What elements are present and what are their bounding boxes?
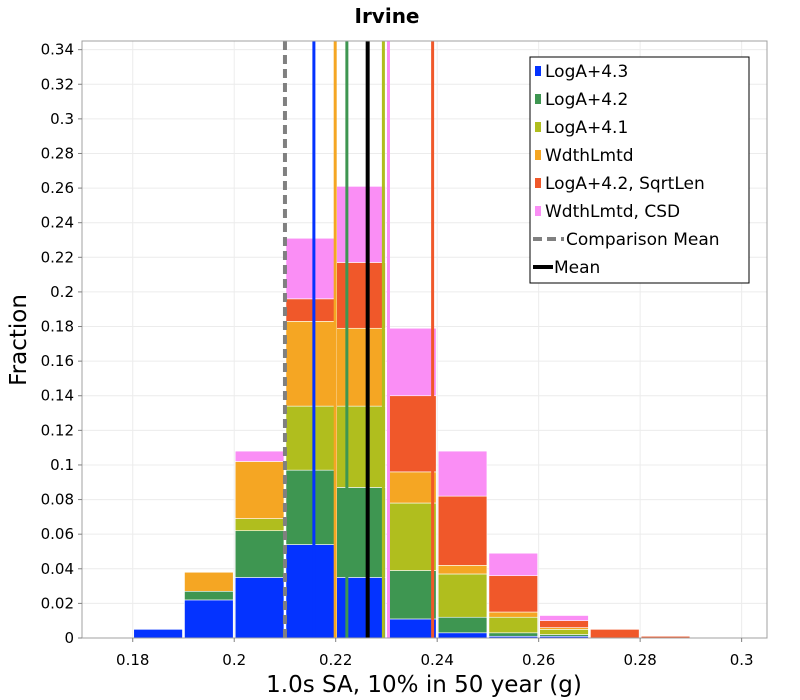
- y-tick-label: 0.3: [50, 110, 74, 128]
- y-axis: 0 0.02 0.04 0.06 0.08 0.1 0.12 0.14 0.16 0.18 0.2 0…: [41, 41, 82, 647]
- legend-swatch: [535, 94, 541, 104]
- y-tick-label: 0.24: [41, 214, 74, 232]
- bar-segment: [336, 186, 386, 263]
- bar-segment: [387, 327, 437, 397]
- legend-label: WdthLmtd: [545, 146, 634, 166]
- bar-segment: [234, 518, 285, 532]
- legend-swatch: [535, 206, 541, 216]
- bar-segment: [387, 570, 437, 620]
- y-tick-label: 0.32: [41, 75, 74, 93]
- y-tick-label: 0.04: [41, 560, 74, 578]
- bar-segment: [285, 405, 335, 471]
- bar-segment: [184, 571, 234, 592]
- bar-segment: [488, 632, 538, 637]
- x-tick-label: 0.26: [522, 651, 555, 669]
- legend-label: LogA+4.1: [545, 118, 628, 138]
- y-tick-label: 0.08: [41, 491, 74, 509]
- bar-segment: [437, 495, 488, 566]
- bar-segment: [336, 405, 386, 488]
- bar-segment: [387, 618, 437, 639]
- bar-segment: [336, 487, 386, 578]
- legend-label: LogA+4.2, SqrtLen: [545, 174, 705, 194]
- bar-segment: [234, 530, 285, 578]
- x-axis: 0.18 0.2 0.22 0.24 0.26 0.28 0.3: [116, 638, 754, 669]
- grid-layer: [82, 41, 767, 639]
- bar-segment: [437, 616, 488, 634]
- x-tick-label: 0.2: [222, 651, 246, 669]
- bar-segment: [539, 629, 589, 635]
- bar-segment: [285, 237, 335, 300]
- y-tick-label: 0.16: [41, 352, 74, 370]
- y-tick-label: 0.18: [41, 318, 74, 336]
- bar-segment: [387, 395, 437, 473]
- y-tick-label: 0.02: [41, 594, 74, 612]
- legend-label: LogA+4.2: [545, 90, 628, 110]
- legend: LogA+4.3 LogA+4.2 LogA+4.1 WdthLmtd LogA+4.2…: [529, 56, 750, 284]
- chart-title: Irvine: [355, 4, 420, 28]
- legend-label: Comparison Mean: [566, 230, 720, 250]
- bar-segment: [133, 629, 183, 639]
- bar-segment: [387, 471, 437, 504]
- y-tick-label: 0.1: [50, 456, 74, 474]
- bar-segment: [488, 575, 538, 613]
- legend-box: [529, 56, 750, 284]
- bar-segment: [285, 321, 335, 407]
- x-tick-label: 0.3: [730, 651, 754, 669]
- bar-segment: [437, 573, 488, 618]
- plot-border: [81, 40, 768, 639]
- y-tick-label: 0.22: [41, 248, 74, 266]
- bar-segment: [234, 461, 285, 519]
- bar-segment: [234, 450, 285, 462]
- bar-segment: [184, 590, 234, 601]
- bar-segment: [184, 599, 234, 639]
- legend-label: LogA+4.3: [545, 62, 628, 82]
- bar-segment: [437, 450, 488, 497]
- x-axis-title: 1.0s SA, 10% in 50 year (g): [266, 672, 582, 698]
- x-tick-label: 0.24: [420, 651, 453, 669]
- bar-segment: [437, 632, 488, 639]
- mean-lines-layer: [282, 41, 435, 638]
- y-axis-title: Fraction: [6, 294, 32, 386]
- y-tick-label: 0.06: [41, 525, 74, 543]
- x-tick-label: 0.22: [319, 651, 352, 669]
- bar-segment: [234, 577, 285, 639]
- bars-layer: [133, 186, 691, 639]
- y-tick-label: 0.28: [41, 144, 74, 162]
- legend-swatch: [535, 66, 541, 76]
- bar-segment: [336, 327, 386, 407]
- bar-segment: [387, 502, 437, 571]
- bar-segment: [488, 616, 538, 634]
- bar-segment: [539, 615, 589, 621]
- bar-segment: [336, 577, 386, 639]
- bar-segment: [285, 544, 335, 639]
- bar-segment: [336, 262, 386, 329]
- legend-swatch: [535, 178, 541, 188]
- bar-segment: [590, 629, 640, 639]
- y-tick-label: 0.14: [41, 387, 74, 405]
- x-tick-label: 0.28: [623, 651, 656, 669]
- bar-segment: [285, 298, 335, 322]
- y-tick-label: 0.2: [50, 283, 74, 301]
- bar-segment: [285, 469, 335, 545]
- legend-label: Mean: [554, 258, 600, 278]
- bar-segment: [539, 620, 589, 628]
- y-tick-label: 0.26: [41, 179, 74, 197]
- legend-swatch: [535, 150, 541, 160]
- y-tick-label: 0.34: [41, 41, 74, 59]
- legend-swatch: [535, 122, 541, 132]
- y-tick-label: 0: [64, 629, 74, 647]
- bar-segment: [488, 552, 538, 577]
- bar-segment: [488, 611, 538, 618]
- bar-segment: [437, 565, 488, 575]
- legend-label: WdthLmtd, CSD: [545, 202, 680, 222]
- x-tick-label: 0.18: [116, 651, 149, 669]
- y-tick-label: 0.12: [41, 421, 74, 439]
